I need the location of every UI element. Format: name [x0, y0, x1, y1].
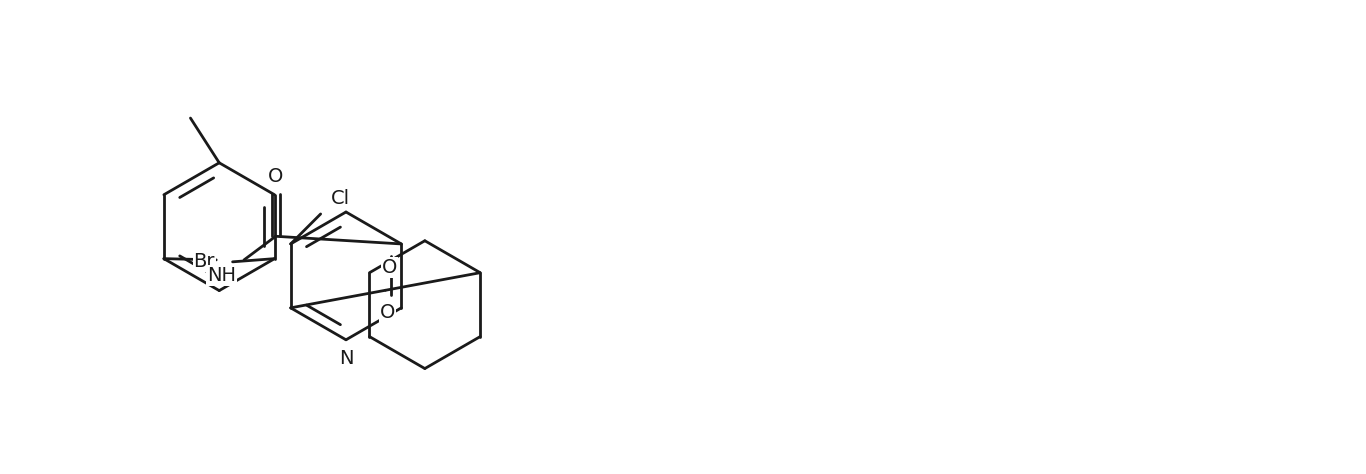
- Text: O: O: [382, 258, 398, 277]
- Text: Cl: Cl: [331, 189, 350, 208]
- Text: NH: NH: [206, 266, 236, 285]
- Text: Br: Br: [194, 252, 214, 271]
- Text: O: O: [268, 167, 283, 186]
- Text: O: O: [380, 303, 395, 322]
- Text: N: N: [339, 349, 354, 368]
